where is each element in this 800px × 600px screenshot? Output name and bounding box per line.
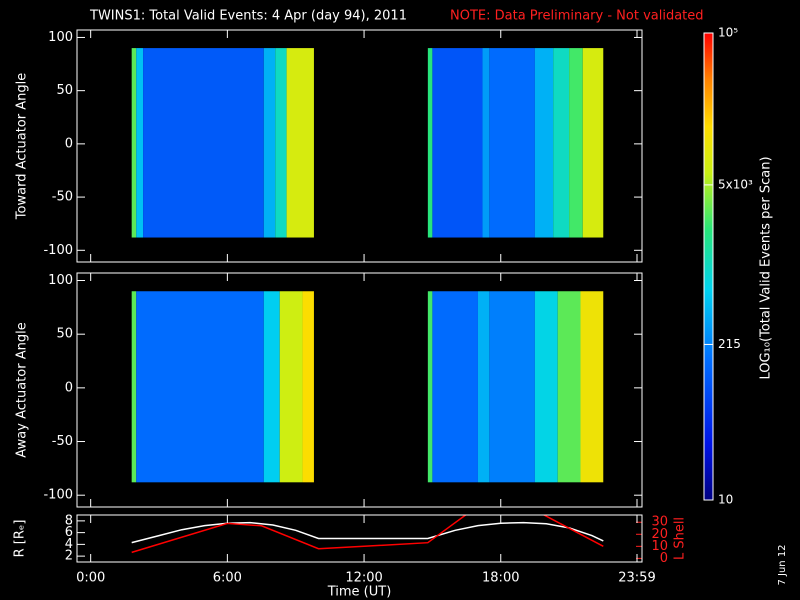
date-stamp: 7 Jun 12 — [777, 544, 788, 585]
x-axis-label: Time (UT) — [327, 585, 392, 600]
axes-frame — [76, 514, 643, 563]
x-tick-label: 0:00 — [76, 571, 105, 586]
heatmap-cell — [534, 291, 558, 483]
heatmap-cell — [427, 48, 433, 238]
y-tick-label: -100 — [43, 243, 73, 258]
y-tick-label: 0 — [65, 380, 73, 395]
colorbar-tick-label: 5x10³ — [718, 177, 753, 191]
y-tick-label: 50 — [56, 327, 73, 342]
heatmap-cell — [534, 48, 554, 238]
heatmap-cell — [582, 48, 604, 238]
y2-tick-label: 30 — [651, 515, 668, 530]
heatmap-cell — [489, 291, 535, 483]
y-axis-label: Away Actuator Angle — [15, 322, 30, 457]
y-axis-label: Toward Actuator Angle — [15, 73, 30, 220]
heatmap-cell — [263, 291, 280, 483]
heatmap-cell — [286, 48, 314, 238]
heatmap-cell — [432, 48, 483, 238]
y2-tick-label: 20 — [651, 527, 668, 542]
plot-area — [131, 515, 604, 554]
heatmap-cell — [136, 291, 264, 483]
heatmap-cell — [263, 48, 276, 238]
colorbar — [703, 32, 714, 501]
y-axis-label: R [Rₑ] — [13, 520, 28, 558]
x-tick-label: 6:00 — [213, 571, 242, 586]
heatmap-cell — [489, 48, 535, 238]
y-tick-label: -50 — [52, 190, 73, 205]
chart-title: TWINS1: Total Valid Events: 4 Apr (day 9… — [89, 9, 407, 24]
x-tick-label: 12:00 — [345, 571, 382, 586]
y-tick-label: -50 — [52, 434, 73, 449]
heatmap-cell — [143, 48, 264, 238]
heatmap-cell — [553, 48, 570, 238]
y2-tick-label: 10 — [651, 539, 668, 554]
colorbar-tick-label: 10 — [718, 493, 733, 507]
heatmap-cell — [131, 48, 137, 238]
y-tick-label: -100 — [43, 488, 73, 503]
y-tick-label: 8 — [65, 513, 73, 528]
colorbar-label: LOG₁₀(Total Valid Events per Scan) — [759, 156, 774, 379]
heatmap-cell — [136, 48, 144, 238]
y2-axis-label: L Shell — [673, 517, 688, 560]
colorbar-tick-label: 215 — [718, 337, 741, 351]
heatmap-cell — [482, 48, 490, 238]
x-tick-label: 18:00 — [482, 571, 519, 586]
y-tick-label: 100 — [48, 30, 73, 45]
colorbar-tick-label: 10⁵ — [718, 26, 738, 40]
y-tick-label: 4 — [65, 537, 73, 552]
heatmap-cell — [279, 291, 303, 483]
heatmap-cell — [557, 291, 581, 483]
heatmap-cell — [427, 291, 433, 483]
y-tick-label: 2 — [65, 549, 73, 564]
x-tick-label: 23:59 — [618, 571, 655, 586]
heatmap-cell — [131, 291, 137, 483]
heatmap-cell — [580, 291, 604, 483]
line-series — [131, 515, 604, 554]
heatmap-cell — [275, 48, 287, 238]
heatmap-cell — [302, 291, 314, 483]
heatmap-cell — [432, 291, 478, 483]
y-tick-label: 100 — [48, 273, 73, 288]
note: NOTE: Data Preliminary - Not validated — [450, 9, 704, 24]
y-tick-label: 50 — [56, 83, 73, 98]
heatmap-cell — [569, 48, 583, 238]
heatmap-cell — [477, 291, 490, 483]
y2-tick-label: 0 — [660, 551, 668, 566]
y-tick-label: 6 — [65, 525, 73, 540]
axes-frame — [76, 272, 643, 508]
line-series — [131, 521, 604, 544]
y-tick-label: 0 — [65, 136, 73, 151]
axes-frame — [76, 29, 643, 263]
